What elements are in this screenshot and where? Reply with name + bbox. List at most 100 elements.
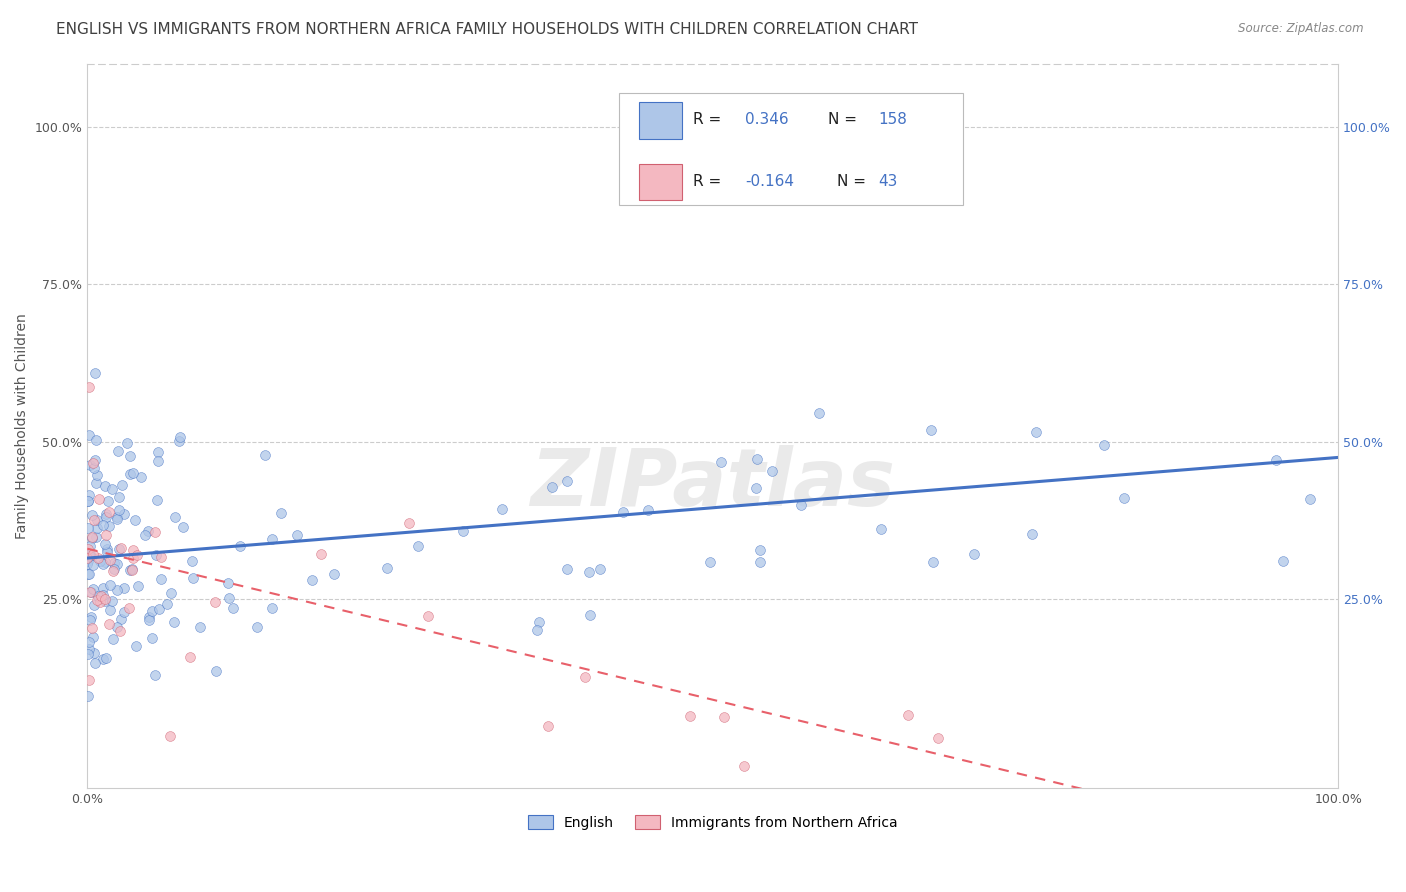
Point	[82, 582, 104, 597]
Point	[105, 620, 128, 634]
Point	[217, 575, 239, 590]
Point	[90, 590, 112, 604]
Point	[97, 494, 120, 508]
Point	[91, 589, 114, 603]
Point	[143, 667, 166, 681]
Point	[77, 380, 100, 394]
Point	[557, 475, 579, 489]
Point	[1025, 425, 1047, 439]
Point	[86, 513, 108, 527]
Point	[141, 603, 163, 617]
Point	[790, 498, 813, 512]
Point	[105, 558, 128, 572]
Point	[1114, 491, 1136, 505]
Point	[124, 513, 146, 527]
Point	[205, 665, 228, 679]
Point	[179, 649, 201, 664]
Point	[745, 481, 768, 495]
Point	[733, 759, 755, 773]
Point	[91, 517, 114, 532]
Point	[127, 579, 149, 593]
Point	[146, 492, 169, 507]
Point	[138, 610, 160, 624]
Point	[83, 460, 105, 475]
Point	[537, 719, 560, 733]
Point	[222, 601, 245, 615]
Point	[963, 547, 986, 561]
Point	[101, 632, 124, 646]
Point	[94, 528, 117, 542]
Point	[80, 609, 103, 624]
Point	[309, 547, 332, 561]
Point	[97, 616, 120, 631]
Point	[920, 423, 942, 437]
Point	[145, 548, 167, 562]
Point	[218, 591, 240, 606]
Point	[98, 504, 121, 518]
Point	[77, 567, 100, 582]
Point	[579, 607, 602, 622]
Point	[76, 689, 98, 703]
Y-axis label: Family Households with Children: Family Households with Children	[15, 313, 30, 539]
Point	[589, 561, 612, 575]
Point	[254, 448, 277, 462]
Point	[146, 444, 169, 458]
Point	[1299, 491, 1322, 506]
Point	[89, 492, 111, 507]
Point	[927, 731, 949, 745]
Point	[79, 549, 101, 563]
Point	[76, 494, 98, 508]
Point	[107, 443, 129, 458]
Point	[93, 594, 115, 608]
Point	[86, 592, 108, 607]
Point	[808, 406, 831, 420]
Point	[86, 468, 108, 483]
Point	[84, 367, 107, 381]
Point	[94, 555, 117, 569]
Point	[89, 595, 111, 609]
Point	[110, 478, 132, 492]
Point	[127, 548, 149, 562]
Point	[136, 524, 159, 539]
Text: 158: 158	[877, 112, 907, 128]
Point	[87, 589, 110, 603]
Point	[98, 603, 121, 617]
Point	[80, 621, 103, 635]
Point	[82, 630, 104, 644]
Point	[322, 566, 344, 581]
Point	[679, 709, 702, 723]
Point	[761, 463, 783, 477]
Point	[172, 520, 194, 534]
Point	[134, 528, 156, 542]
Point	[87, 551, 110, 566]
Point	[120, 467, 142, 481]
Point	[118, 601, 141, 615]
Point	[93, 537, 115, 551]
Point	[105, 583, 128, 598]
Point	[112, 581, 135, 595]
Point	[84, 476, 107, 491]
FancyBboxPatch shape	[638, 103, 682, 138]
Point	[96, 651, 118, 665]
Point	[162, 615, 184, 629]
Point	[285, 528, 308, 542]
Point	[98, 578, 121, 592]
Point	[82, 558, 104, 573]
Point	[105, 512, 128, 526]
Point	[121, 550, 143, 565]
Point	[262, 600, 284, 615]
FancyBboxPatch shape	[638, 164, 682, 200]
Point	[91, 557, 114, 571]
Point	[101, 564, 124, 578]
Point	[94, 509, 117, 524]
Point	[129, 470, 152, 484]
Point	[141, 631, 163, 645]
Point	[169, 429, 191, 443]
Point	[86, 521, 108, 535]
Point	[110, 624, 132, 638]
Point	[121, 563, 143, 577]
Point	[84, 656, 107, 670]
Point	[699, 555, 721, 569]
Text: 0.346: 0.346	[745, 112, 789, 128]
Point	[94, 479, 117, 493]
